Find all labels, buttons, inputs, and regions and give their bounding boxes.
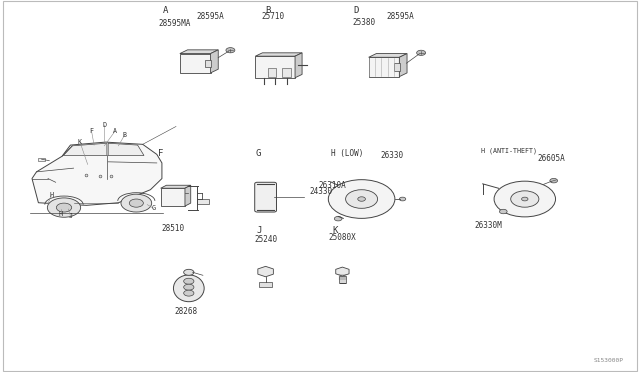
Polygon shape	[180, 50, 218, 54]
Polygon shape	[63, 143, 107, 155]
Text: F: F	[158, 149, 163, 158]
Circle shape	[121, 194, 152, 212]
Text: H (LOW): H (LOW)	[331, 149, 364, 158]
Text: D: D	[353, 6, 358, 15]
Circle shape	[56, 203, 72, 212]
Text: S153000P: S153000P	[594, 358, 624, 363]
FancyBboxPatch shape	[282, 68, 291, 77]
Text: 28595MA: 28595MA	[158, 19, 191, 28]
Text: H (ANTI-THEFT): H (ANTI-THEFT)	[481, 148, 538, 154]
Text: B: B	[266, 6, 271, 15]
Circle shape	[226, 48, 235, 53]
Polygon shape	[255, 53, 302, 56]
Circle shape	[550, 179, 557, 183]
FancyBboxPatch shape	[394, 63, 400, 71]
Circle shape	[184, 290, 194, 296]
FancyBboxPatch shape	[339, 276, 346, 283]
Text: A: A	[113, 128, 117, 134]
Polygon shape	[161, 185, 191, 188]
Polygon shape	[211, 50, 218, 73]
Text: 28595A: 28595A	[387, 12, 414, 20]
Circle shape	[417, 50, 426, 55]
Text: H: H	[49, 192, 53, 198]
Text: A: A	[163, 6, 168, 15]
Polygon shape	[258, 266, 273, 277]
Circle shape	[358, 197, 365, 201]
Text: 25240: 25240	[254, 235, 277, 244]
Text: B: B	[123, 132, 127, 138]
Text: G: G	[256, 149, 261, 158]
Text: 24330: 24330	[309, 187, 332, 196]
Circle shape	[129, 199, 143, 207]
Text: 28510: 28510	[162, 224, 185, 232]
FancyBboxPatch shape	[255, 56, 295, 78]
Text: K: K	[78, 139, 82, 145]
Polygon shape	[369, 54, 407, 57]
Polygon shape	[185, 185, 191, 206]
Circle shape	[184, 284, 194, 290]
FancyBboxPatch shape	[369, 57, 399, 77]
FancyBboxPatch shape	[161, 188, 185, 206]
Circle shape	[47, 198, 81, 217]
FancyBboxPatch shape	[180, 54, 211, 73]
FancyBboxPatch shape	[268, 68, 276, 77]
Text: 26605A: 26605A	[538, 154, 565, 163]
Text: 28268: 28268	[175, 307, 198, 316]
Text: 26310A: 26310A	[318, 181, 346, 190]
FancyBboxPatch shape	[255, 182, 276, 212]
Text: K: K	[333, 225, 338, 234]
FancyBboxPatch shape	[197, 199, 209, 204]
Circle shape	[346, 190, 378, 208]
FancyBboxPatch shape	[205, 60, 211, 67]
Polygon shape	[32, 142, 162, 205]
Circle shape	[334, 217, 342, 221]
Circle shape	[184, 269, 194, 275]
Text: 25710: 25710	[261, 12, 284, 21]
Text: 26330M: 26330M	[475, 221, 502, 230]
Circle shape	[494, 181, 556, 217]
Text: J: J	[256, 225, 261, 234]
Text: 28595A: 28595A	[196, 12, 224, 20]
Polygon shape	[108, 143, 144, 155]
Text: 25080X: 25080X	[328, 233, 356, 242]
Ellipse shape	[173, 275, 204, 302]
Text: F: F	[90, 128, 93, 134]
Text: 26330: 26330	[381, 151, 404, 160]
Circle shape	[184, 278, 194, 284]
Text: H: H	[59, 211, 63, 217]
Polygon shape	[295, 53, 302, 78]
FancyBboxPatch shape	[38, 158, 45, 161]
Circle shape	[522, 197, 528, 201]
Text: J: J	[68, 213, 72, 219]
Text: G: G	[152, 205, 156, 211]
Polygon shape	[336, 267, 349, 276]
Text: D: D	[102, 122, 106, 128]
Circle shape	[328, 180, 395, 218]
FancyBboxPatch shape	[259, 282, 272, 287]
Circle shape	[499, 209, 507, 214]
Circle shape	[511, 191, 539, 207]
Text: 25380: 25380	[352, 18, 375, 27]
Polygon shape	[399, 54, 407, 77]
Circle shape	[399, 197, 406, 201]
